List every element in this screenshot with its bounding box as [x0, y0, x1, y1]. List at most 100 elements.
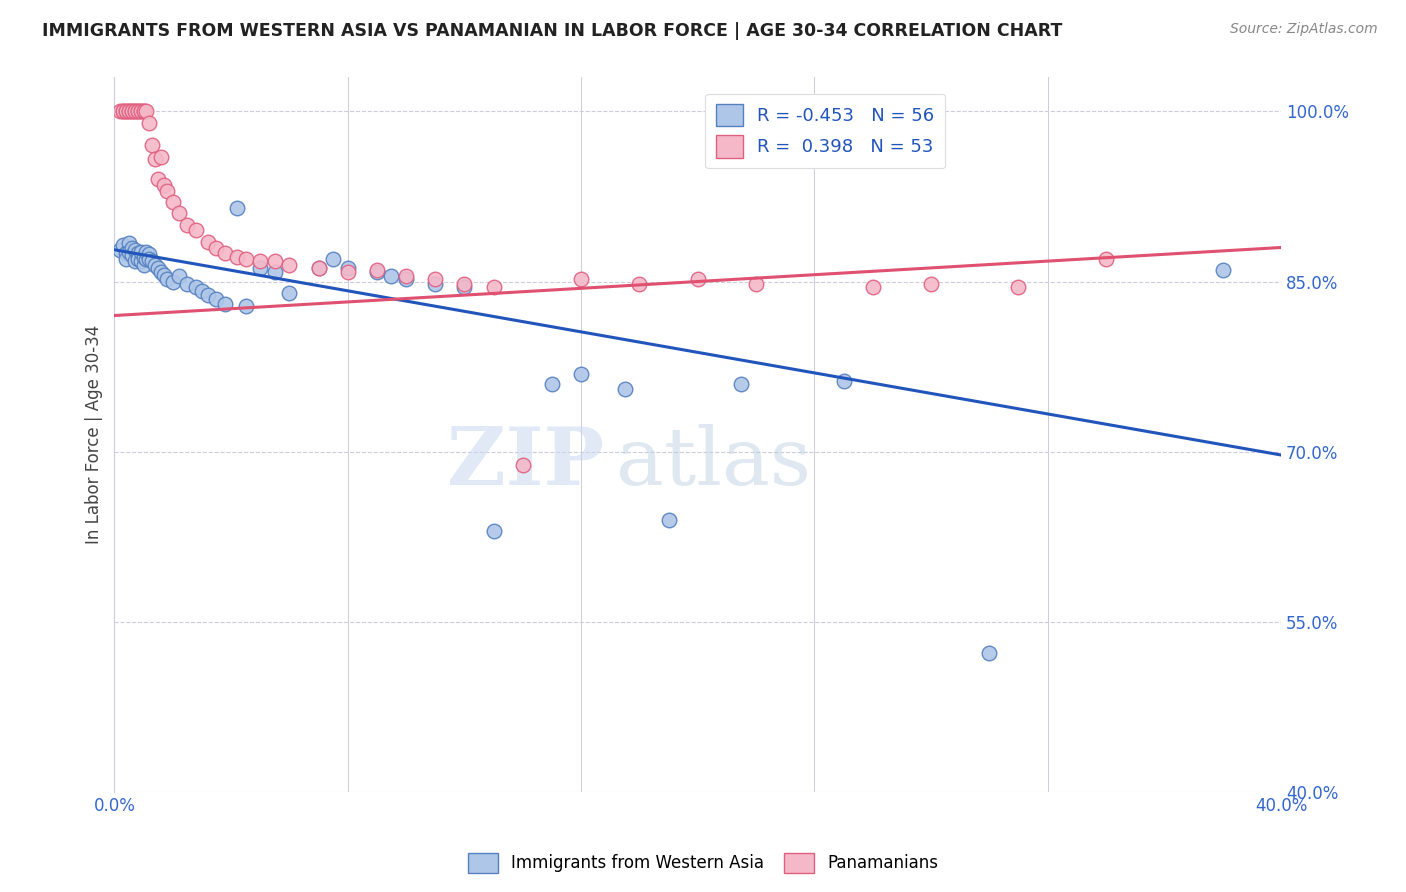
- Point: [156, 184, 179, 198]
- Point: [121, 248, 143, 262]
- Point: [135, 104, 157, 119]
- Point: [118, 104, 141, 119]
- Point: [512, 458, 534, 473]
- Y-axis label: In Labor Force | Age 30-34: In Labor Force | Age 30-34: [86, 325, 103, 544]
- Point: [453, 280, 475, 294]
- Point: [395, 268, 418, 283]
- Point: [121, 104, 143, 119]
- Point: [110, 104, 132, 119]
- Point: [197, 235, 219, 249]
- Point: [308, 260, 330, 275]
- Point: [425, 272, 447, 286]
- Point: [124, 104, 146, 119]
- Point: [124, 104, 146, 119]
- Point: [141, 254, 163, 268]
- Point: [129, 254, 152, 268]
- Point: [380, 268, 402, 283]
- Point: [425, 277, 447, 291]
- Point: [124, 243, 146, 257]
- Point: [146, 260, 169, 275]
- Point: [124, 254, 146, 268]
- Point: [118, 235, 141, 250]
- Point: [1212, 263, 1234, 277]
- Point: [115, 104, 138, 119]
- Text: ZIP: ZIP: [447, 424, 605, 502]
- Point: [366, 263, 388, 277]
- Point: [129, 104, 152, 119]
- Point: [308, 260, 330, 275]
- Point: [115, 246, 138, 260]
- Point: [135, 252, 157, 266]
- Point: [138, 252, 160, 266]
- Point: [263, 254, 285, 268]
- Point: [263, 265, 285, 279]
- Text: IMMIGRANTS FROM WESTERN ASIA VS PANAMANIAN IN LABOR FORCE | AGE 30-34 CORRELATIO: IMMIGRANTS FROM WESTERN ASIA VS PANAMANI…: [42, 22, 1063, 40]
- Point: [1095, 252, 1118, 266]
- Point: [249, 260, 271, 275]
- Point: [143, 258, 166, 272]
- Point: [127, 252, 149, 266]
- Point: [745, 277, 768, 291]
- Point: [129, 104, 152, 119]
- Point: [127, 104, 149, 119]
- Point: [110, 243, 132, 257]
- Point: [132, 104, 155, 119]
- Point: [129, 245, 152, 260]
- Point: [249, 254, 271, 268]
- Point: [176, 218, 198, 232]
- Point: [118, 104, 141, 119]
- Point: [112, 104, 135, 119]
- Point: [132, 104, 155, 119]
- Point: [628, 277, 651, 291]
- Text: Source: ZipAtlas.com: Source: ZipAtlas.com: [1230, 22, 1378, 37]
- Point: [322, 252, 344, 266]
- Point: [112, 104, 135, 119]
- Point: [730, 376, 752, 391]
- Point: [657, 513, 679, 527]
- Point: [138, 247, 160, 261]
- Point: [115, 252, 138, 266]
- Point: [138, 116, 160, 130]
- Point: [112, 238, 135, 252]
- Point: [150, 265, 173, 279]
- Point: [920, 277, 942, 291]
- Point: [453, 277, 475, 291]
- Point: [153, 178, 176, 193]
- Point: [366, 265, 388, 279]
- Point: [118, 245, 141, 260]
- Legend: Immigrants from Western Asia, Panamanians: Immigrants from Western Asia, Panamanian…: [461, 847, 945, 880]
- Point: [167, 206, 190, 220]
- Point: [569, 368, 592, 382]
- Point: [167, 268, 190, 283]
- Point: [278, 285, 301, 300]
- Point: [121, 240, 143, 254]
- Point: [235, 252, 257, 266]
- Point: [832, 374, 855, 388]
- Point: [225, 250, 247, 264]
- Point: [176, 277, 198, 291]
- Point: [862, 280, 884, 294]
- Point: [132, 258, 155, 272]
- Point: [127, 104, 149, 119]
- Point: [162, 275, 184, 289]
- Legend: R = -0.453   N = 56, R =  0.398   N = 53: R = -0.453 N = 56, R = 0.398 N = 53: [704, 94, 945, 169]
- Point: [569, 272, 592, 286]
- Point: [225, 201, 247, 215]
- Point: [141, 138, 163, 153]
- Point: [150, 150, 173, 164]
- Point: [205, 240, 228, 254]
- Point: [197, 288, 219, 302]
- Point: [395, 272, 418, 286]
- Point: [613, 382, 636, 396]
- Point: [184, 223, 207, 237]
- Point: [482, 524, 505, 538]
- Point: [184, 280, 207, 294]
- Point: [482, 280, 505, 294]
- Point: [235, 300, 257, 314]
- Point: [153, 268, 176, 282]
- Point: [156, 272, 179, 286]
- Point: [162, 195, 184, 210]
- Point: [214, 297, 236, 311]
- Point: [278, 258, 301, 272]
- Point: [132, 250, 155, 264]
